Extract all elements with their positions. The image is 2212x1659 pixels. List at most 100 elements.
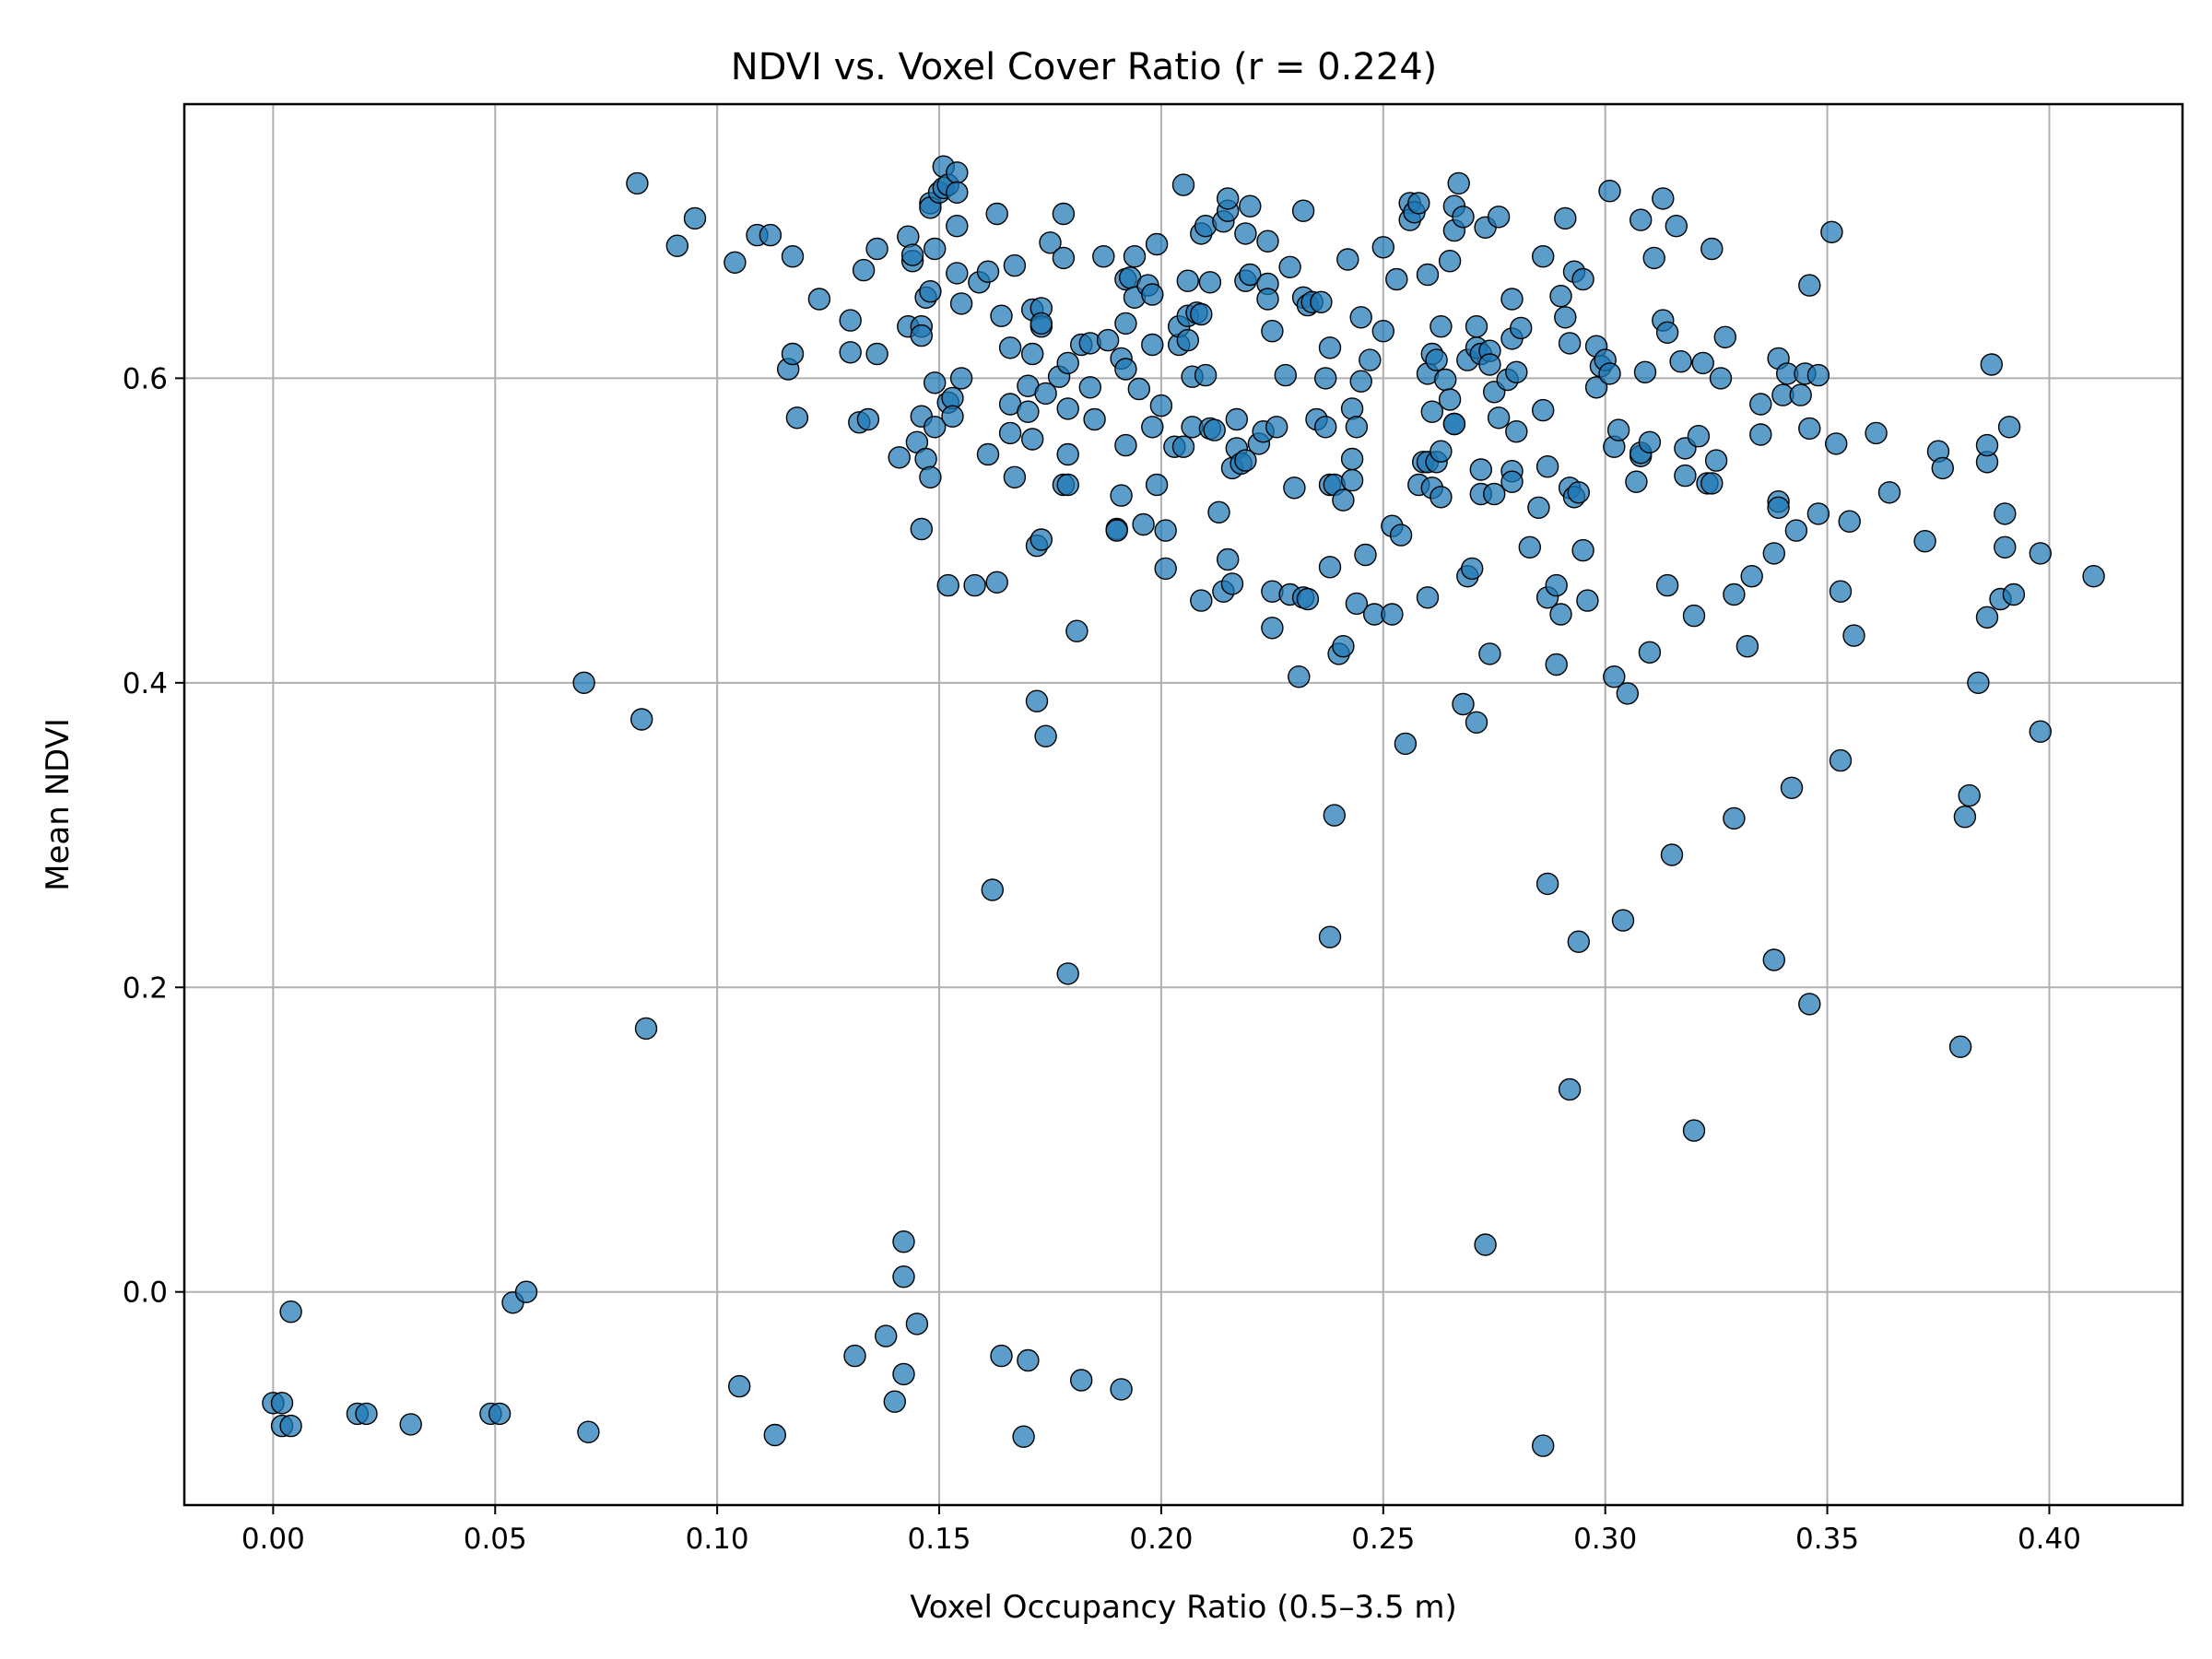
- data-point: [1078, 376, 1102, 399]
- data-point: [1611, 909, 1635, 932]
- data-point: [1141, 283, 1164, 306]
- data-point: [1558, 1077, 1582, 1101]
- data-point: [1558, 332, 1582, 355]
- data-point: [1003, 465, 1027, 488]
- y-tick-label: 0.2: [123, 971, 168, 1005]
- data-point: [1545, 573, 1568, 597]
- chart-title: NDVI vs. Voxel Cover Ratio (r = 0.224): [731, 46, 1438, 88]
- data-point: [1190, 302, 1213, 326]
- data-point: [1576, 589, 1599, 612]
- data-point: [1877, 481, 1901, 504]
- data-point: [839, 341, 862, 364]
- data-point: [1110, 1378, 1133, 1401]
- data-point: [1394, 732, 1418, 756]
- data-point: [1652, 187, 1675, 210]
- data-point: [1518, 535, 1542, 559]
- data-point: [1527, 496, 1550, 519]
- data-point: [1438, 388, 1462, 411]
- data-point: [1669, 350, 1692, 373]
- x-tick-label: 0.10: [686, 1523, 749, 1556]
- data-point: [1020, 342, 1044, 366]
- data-point: [1487, 406, 1511, 429]
- data-point: [1549, 285, 1572, 308]
- data-point: [1798, 274, 1821, 297]
- data-point: [924, 416, 947, 439]
- x-tick-label: 0.05: [464, 1523, 527, 1556]
- data-point: [1616, 682, 1640, 705]
- data-point: [1340, 468, 1364, 492]
- data-point: [1509, 316, 1533, 340]
- data-point: [1256, 229, 1279, 253]
- data-point: [1114, 358, 1137, 381]
- y-tick-label: 0.6: [123, 362, 168, 395]
- data-point: [1500, 470, 1524, 493]
- data-point: [1829, 580, 1853, 603]
- data-point: [1025, 689, 1049, 712]
- data-point: [941, 405, 964, 428]
- data-point: [1655, 573, 1679, 597]
- data-point: [1931, 456, 1955, 480]
- data-point: [856, 407, 880, 431]
- plot-frame: [182, 102, 2184, 1507]
- data-point: [1003, 253, 1027, 277]
- data-point: [1638, 641, 1662, 664]
- data-point: [2029, 720, 2053, 743]
- data-point: [1535, 872, 1559, 896]
- data-point: [852, 258, 876, 282]
- data-point: [1056, 442, 1079, 466]
- data-point: [1176, 328, 1200, 352]
- data-point: [724, 251, 747, 274]
- data-point: [1606, 418, 1630, 441]
- data-point: [1762, 542, 1786, 565]
- data-point: [1598, 179, 1621, 203]
- data-point: [1798, 993, 1821, 1016]
- data-point: [1762, 948, 1786, 971]
- data-point: [1967, 671, 1990, 694]
- data-point: [1948, 1035, 1972, 1058]
- data-point: [1065, 619, 1088, 642]
- data-point: [1549, 603, 1572, 626]
- grid-lines: [184, 104, 2183, 1505]
- data-point: [1975, 433, 1999, 457]
- data-point: [1385, 267, 1408, 291]
- data-point: [1531, 1434, 1555, 1457]
- data-point: [1407, 192, 1430, 215]
- data-point: [1141, 333, 1164, 357]
- data-point: [1359, 348, 1382, 371]
- data-point: [488, 1402, 512, 1426]
- data-point: [514, 1280, 538, 1303]
- data-point: [1132, 512, 1155, 536]
- data-point: [1665, 214, 1688, 238]
- data-point: [1474, 1233, 1497, 1256]
- data-point: [1154, 557, 1177, 581]
- data-point: [1318, 925, 1342, 948]
- data-point: [577, 1420, 600, 1443]
- data-point: [1114, 312, 1137, 335]
- x-tick-label: 0.20: [1129, 1523, 1193, 1556]
- data-point: [1735, 635, 1759, 658]
- data-point: [990, 1344, 1013, 1368]
- data-point: [1261, 320, 1284, 343]
- data-point: [1469, 458, 1493, 481]
- data-point: [1092, 245, 1115, 268]
- data-point: [1371, 320, 1395, 343]
- x-axis-label: Voxel Occupancy Ratio (0.5–3.5 m): [910, 1589, 1457, 1626]
- data-point: [1216, 187, 1240, 210]
- data-point: [785, 406, 809, 429]
- data-point: [1806, 363, 1830, 387]
- data-point: [1265, 416, 1288, 439]
- data-point: [1313, 367, 1337, 390]
- data-point: [1056, 397, 1079, 420]
- data-point: [1149, 394, 1173, 418]
- data-point: [865, 342, 888, 366]
- data-point: [1603, 665, 1626, 688]
- data-point: [1340, 397, 1364, 420]
- data-point: [1638, 430, 1662, 453]
- data-point: [1749, 393, 1772, 416]
- data-point: [1323, 804, 1347, 827]
- data-point: [910, 324, 933, 347]
- data-point: [1629, 208, 1653, 231]
- data-point: [1017, 400, 1040, 423]
- data-point: [1433, 368, 1457, 392]
